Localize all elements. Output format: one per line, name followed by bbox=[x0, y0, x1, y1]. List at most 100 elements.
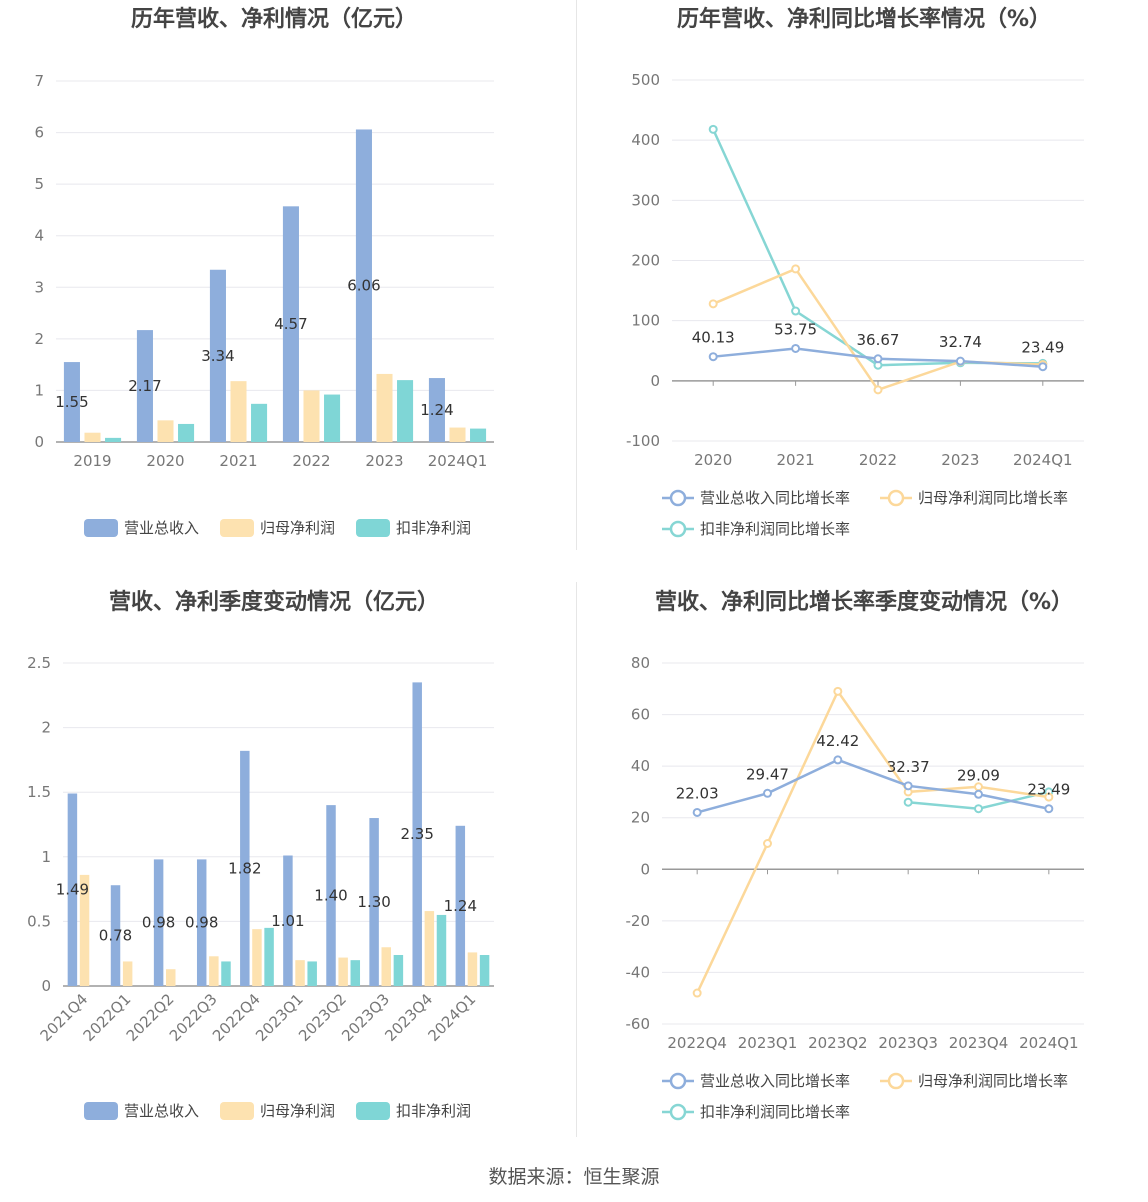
data-label: 32.74 bbox=[939, 333, 982, 351]
legend-item-0[interactable]: 营业总收入同比增长率 bbox=[662, 1072, 850, 1090]
data-label: 1.24 bbox=[420, 401, 453, 419]
bar-0-4 bbox=[240, 750, 250, 986]
bar-0-5 bbox=[428, 378, 445, 442]
bar-2-0 bbox=[105, 437, 122, 442]
legend-marker bbox=[669, 489, 687, 507]
x-tick-label: 2023Q4 bbox=[949, 1034, 1009, 1052]
legend-item-1[interactable]: 归母净利润 bbox=[220, 519, 335, 537]
legend-label: 营业总收入 bbox=[124, 519, 199, 537]
legend-swatch bbox=[220, 1102, 254, 1120]
legend-label: 营业总收入 bbox=[124, 1102, 199, 1120]
chart-3: 营收、净利季度变动情况（亿元）00.511.522.52021Q42022Q12… bbox=[27, 589, 494, 1120]
data-point-1 bbox=[1044, 792, 1054, 802]
y-tick-label: 1.5 bbox=[27, 783, 51, 801]
data-label: 1.40 bbox=[314, 887, 347, 905]
data-label: 6.06 bbox=[347, 277, 380, 295]
data-label: 36.67 bbox=[857, 331, 900, 349]
y-tick-label: 200 bbox=[631, 252, 660, 270]
y-tick-label: 5 bbox=[34, 175, 44, 193]
data-point-1 bbox=[791, 264, 801, 274]
data-label: 53.75 bbox=[774, 320, 817, 338]
y-tick-label: -20 bbox=[626, 912, 651, 930]
bar-0-7 bbox=[369, 818, 379, 986]
legend-marker bbox=[669, 1103, 687, 1121]
x-tick-label: 2022Q4 bbox=[667, 1034, 727, 1052]
legend-marker bbox=[669, 520, 687, 538]
bar-2-8 bbox=[436, 914, 447, 986]
legend-item-0[interactable]: 营业总收入 bbox=[84, 519, 199, 537]
legend-item-2[interactable]: 扣非净利润同比增长率 bbox=[662, 1103, 850, 1121]
data-point-1 bbox=[763, 839, 772, 848]
data-label: 0.78 bbox=[99, 927, 132, 945]
bar-0-3 bbox=[196, 859, 207, 986]
data-point-0 bbox=[791, 343, 801, 353]
y-tick-label: 0 bbox=[640, 860, 650, 878]
data-point-0 bbox=[708, 352, 718, 362]
y-tick-label: 1 bbox=[34, 381, 44, 399]
data-label: 1.49 bbox=[56, 881, 89, 899]
y-tick-label: 40 bbox=[631, 757, 650, 775]
bar-2-4 bbox=[264, 927, 274, 986]
bar-1-0 bbox=[79, 874, 90, 986]
data-label: 4.57 bbox=[274, 315, 307, 333]
y-tick-label: 0 bbox=[34, 433, 44, 451]
legend-item-0[interactable]: 营业总收入 bbox=[84, 1102, 199, 1120]
legend-item-1[interactable]: 归母净利润同比增长率 bbox=[880, 1072, 1068, 1090]
legend-item-1[interactable]: 归母净利润同比增长率 bbox=[880, 489, 1068, 507]
data-point-0 bbox=[692, 807, 702, 817]
data-point-0 bbox=[833, 755, 843, 765]
bar-1-1 bbox=[157, 420, 174, 442]
y-tick-label: 300 bbox=[631, 191, 660, 209]
y-tick-label: 0.5 bbox=[27, 912, 51, 930]
bar-1-0 bbox=[84, 432, 101, 442]
legend-marker bbox=[887, 489, 905, 507]
bar-1-6 bbox=[338, 957, 348, 986]
legend-swatch bbox=[84, 1102, 118, 1120]
y-tick-label: 2 bbox=[34, 330, 44, 348]
bar-1-9 bbox=[467, 952, 478, 986]
legend-label: 扣非净利润 bbox=[396, 519, 471, 537]
legend-label: 营业总收入同比增长率 bbox=[700, 1072, 850, 1090]
y-tick-label: -100 bbox=[626, 432, 660, 450]
data-point-0 bbox=[903, 781, 913, 791]
legend-item-2[interactable]: 扣非净利润 bbox=[356, 1102, 471, 1120]
x-tick-label: 2023Q2 bbox=[808, 1034, 868, 1052]
data-point-1 bbox=[974, 782, 983, 792]
bar-0-9 bbox=[455, 825, 466, 986]
bar-0-1 bbox=[136, 330, 153, 442]
bar-2-2 bbox=[251, 403, 268, 442]
x-tick-label: 2021 bbox=[777, 451, 815, 469]
x-tick-label: 2024Q1 bbox=[424, 990, 479, 1045]
legend-swatch bbox=[356, 1102, 390, 1120]
bar-1-4 bbox=[376, 373, 393, 442]
data-label: 29.47 bbox=[746, 765, 789, 783]
y-tick-label: 400 bbox=[631, 131, 660, 149]
chart-title: 营收、净利季度变动情况（亿元） bbox=[109, 589, 439, 615]
legend-item-2[interactable]: 扣非净利润同比增长率 bbox=[662, 520, 850, 538]
chart-2: 历年营收、净利同比增长率情况（%） -100 0 100 200 300 400 500 202… bbox=[626, 6, 1084, 538]
legend-item-2[interactable]: 扣非净利润 bbox=[356, 519, 471, 537]
data-point-0 bbox=[1038, 362, 1048, 372]
data-point-0 bbox=[873, 354, 883, 364]
bar-0-3 bbox=[282, 206, 299, 442]
data-point-2 bbox=[974, 804, 983, 814]
y-tick-label: 0 bbox=[650, 372, 660, 390]
bar-1-3 bbox=[303, 390, 320, 442]
y-tick-label: 2.5 bbox=[27, 654, 51, 672]
legend-item-0[interactable]: 营业总收入同比增长率 bbox=[662, 489, 850, 507]
y-tick-label: 100 bbox=[631, 312, 660, 330]
y-tick-label: 7 bbox=[34, 72, 44, 90]
data-label: 32.37 bbox=[887, 758, 930, 776]
x-tick-label: 2020 bbox=[694, 451, 732, 469]
y-tick-label: 80 bbox=[631, 654, 650, 672]
bar-2-4 bbox=[397, 380, 414, 442]
legend-item-1[interactable]: 归母净利润 bbox=[220, 1102, 335, 1120]
legend-label: 扣非净利润同比增长率 bbox=[700, 1103, 850, 1121]
bar-1-1 bbox=[122, 961, 133, 986]
legend-label: 营业总收入同比增长率 bbox=[700, 489, 850, 507]
legend-swatch bbox=[84, 519, 118, 537]
legend-label: 归母净利润 bbox=[260, 519, 335, 537]
data-label: 2.35 bbox=[401, 825, 434, 843]
data-point-2 bbox=[791, 306, 801, 316]
